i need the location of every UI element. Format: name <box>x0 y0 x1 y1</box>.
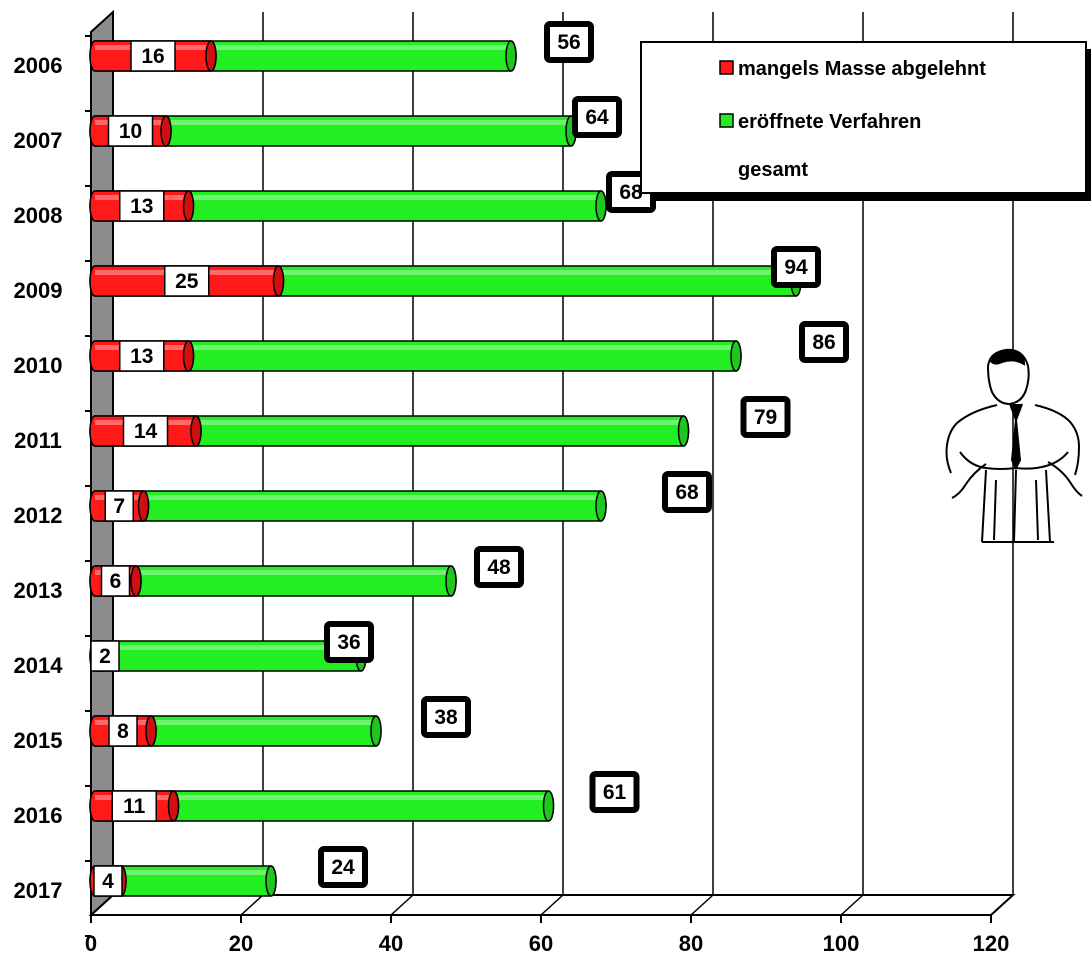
x-tick-label: 0 <box>85 931 97 956</box>
gridline-floor <box>540 894 564 916</box>
legend-box <box>640 41 1087 194</box>
year-label: 2016 <box>14 803 63 828</box>
label-rejected-2011: 14 <box>122 415 169 447</box>
gridline-floor <box>690 894 714 916</box>
label-total-2016: 61 <box>589 771 640 813</box>
svg-text:25: 25 <box>175 270 199 293</box>
legend-label-total: gesamt <box>738 159 808 181</box>
year-label: 2017 <box>14 878 63 903</box>
svg-text:68: 68 <box>619 181 643 204</box>
gridline-floor <box>240 894 264 916</box>
svg-text:4: 4 <box>102 870 114 893</box>
label-total-2006: 56 <box>544 21 594 63</box>
year-label: 2014 <box>14 653 64 678</box>
x-tick-label: 100 <box>823 931 860 956</box>
total-labels: 56 64 68 94 86 79 68 48 36 38 61 24 <box>318 21 849 888</box>
year-label: 2012 <box>14 503 63 528</box>
year-label: 2007 <box>14 128 63 153</box>
gridline-floor <box>840 894 864 916</box>
svg-text:24: 24 <box>331 856 355 879</box>
svg-text:7: 7 <box>113 495 125 518</box>
label-rejected-2013: 6 <box>100 565 131 597</box>
left-wall-panel <box>90 9 114 918</box>
bar-opened-2012 <box>89 490 607 522</box>
svg-text:6: 6 <box>110 570 122 593</box>
label-total-2012: 68 <box>662 471 712 513</box>
x-tick-label: 20 <box>229 931 253 956</box>
svg-text:10: 10 <box>119 120 142 143</box>
svg-text:94: 94 <box>784 256 808 279</box>
svg-text:2: 2 <box>99 645 111 668</box>
x-axis: 0 20 40 60 80 100 120 <box>85 914 1010 956</box>
y-axis: 2006 2007 2008 2009 2010 2011 2012 2013 2014 2015… <box>14 53 64 903</box>
label-rejected-2014: 2 <box>90 640 120 672</box>
label-rejected-2007: 10 <box>107 115 154 147</box>
label-total-2017: 24 <box>318 846 368 888</box>
bar-opened-2013 <box>89 565 457 597</box>
svg-text:56: 56 <box>557 31 580 54</box>
label-total-2009: 94 <box>771 246 821 288</box>
svg-text:48: 48 <box>487 556 511 579</box>
man-with-empty-pockets-icon <box>945 348 1083 543</box>
x-tick-label: 80 <box>679 931 703 956</box>
label-rejected-2016: 11 <box>111 790 157 822</box>
legend-label-rejected: mangels Masse abgelehnt <box>738 58 986 80</box>
legend-swatch-rejected <box>719 60 734 75</box>
svg-text:79: 79 <box>754 406 777 429</box>
svg-text:64: 64 <box>585 106 609 129</box>
year-label: 2011 <box>14 428 62 453</box>
legend-label-opened: eröffnete Verfahren <box>738 111 921 133</box>
label-rejected-2017: 4 <box>93 865 123 897</box>
x-tick-label: 120 <box>973 931 1010 956</box>
label-total-2015: 38 <box>421 696 471 738</box>
label-rejected-2006: 16 <box>130 40 176 72</box>
svg-text:68: 68 <box>675 481 699 504</box>
legend: mangels Masse abgelehnt eröffnete Verfah… <box>640 41 1091 201</box>
x-tick-label: 40 <box>379 931 403 956</box>
svg-text:61: 61 <box>603 781 627 804</box>
svg-text:8: 8 <box>117 720 129 743</box>
svg-text:13: 13 <box>130 195 153 218</box>
svg-text:14: 14 <box>134 420 158 443</box>
year-label: 2013 <box>14 578 63 603</box>
label-rejected-2009: 25 <box>164 265 210 297</box>
svg-text:16: 16 <box>141 45 164 68</box>
x-tick-label: 60 <box>529 931 553 956</box>
label-rejected-2008: 13 <box>119 190 165 222</box>
label-rejected-2012: 7 <box>104 490 134 522</box>
label-total-2011: 79 <box>740 396 791 438</box>
year-label: 2015 <box>14 728 63 753</box>
bar-opened-2011 <box>89 415 690 447</box>
gridline-floor <box>990 894 1014 916</box>
year-label: 2006 <box>14 53 63 78</box>
svg-text:38: 38 <box>434 706 458 729</box>
svg-text:86: 86 <box>812 331 835 354</box>
year-label: 2009 <box>14 278 63 303</box>
value-labels: 16 10 13 25 13 14 7 6 2 8 11 4 <box>90 40 210 897</box>
svg-text:36: 36 <box>337 631 360 654</box>
year-label: 2008 <box>14 203 63 228</box>
label-rejected-2015: 8 <box>108 715 138 747</box>
label-total-2014: 36 <box>324 621 374 663</box>
label-rejected-2010: 13 <box>119 340 165 372</box>
label-total-2010: 86 <box>799 321 849 363</box>
year-label: 2010 <box>14 353 63 378</box>
gridline-floor <box>390 894 414 916</box>
svg-text:13: 13 <box>130 345 153 368</box>
svg-text:11: 11 <box>123 795 146 818</box>
legend-swatch-opened <box>719 113 734 128</box>
label-total-2007: 64 <box>572 96 622 138</box>
label-total-2013: 48 <box>474 546 524 588</box>
